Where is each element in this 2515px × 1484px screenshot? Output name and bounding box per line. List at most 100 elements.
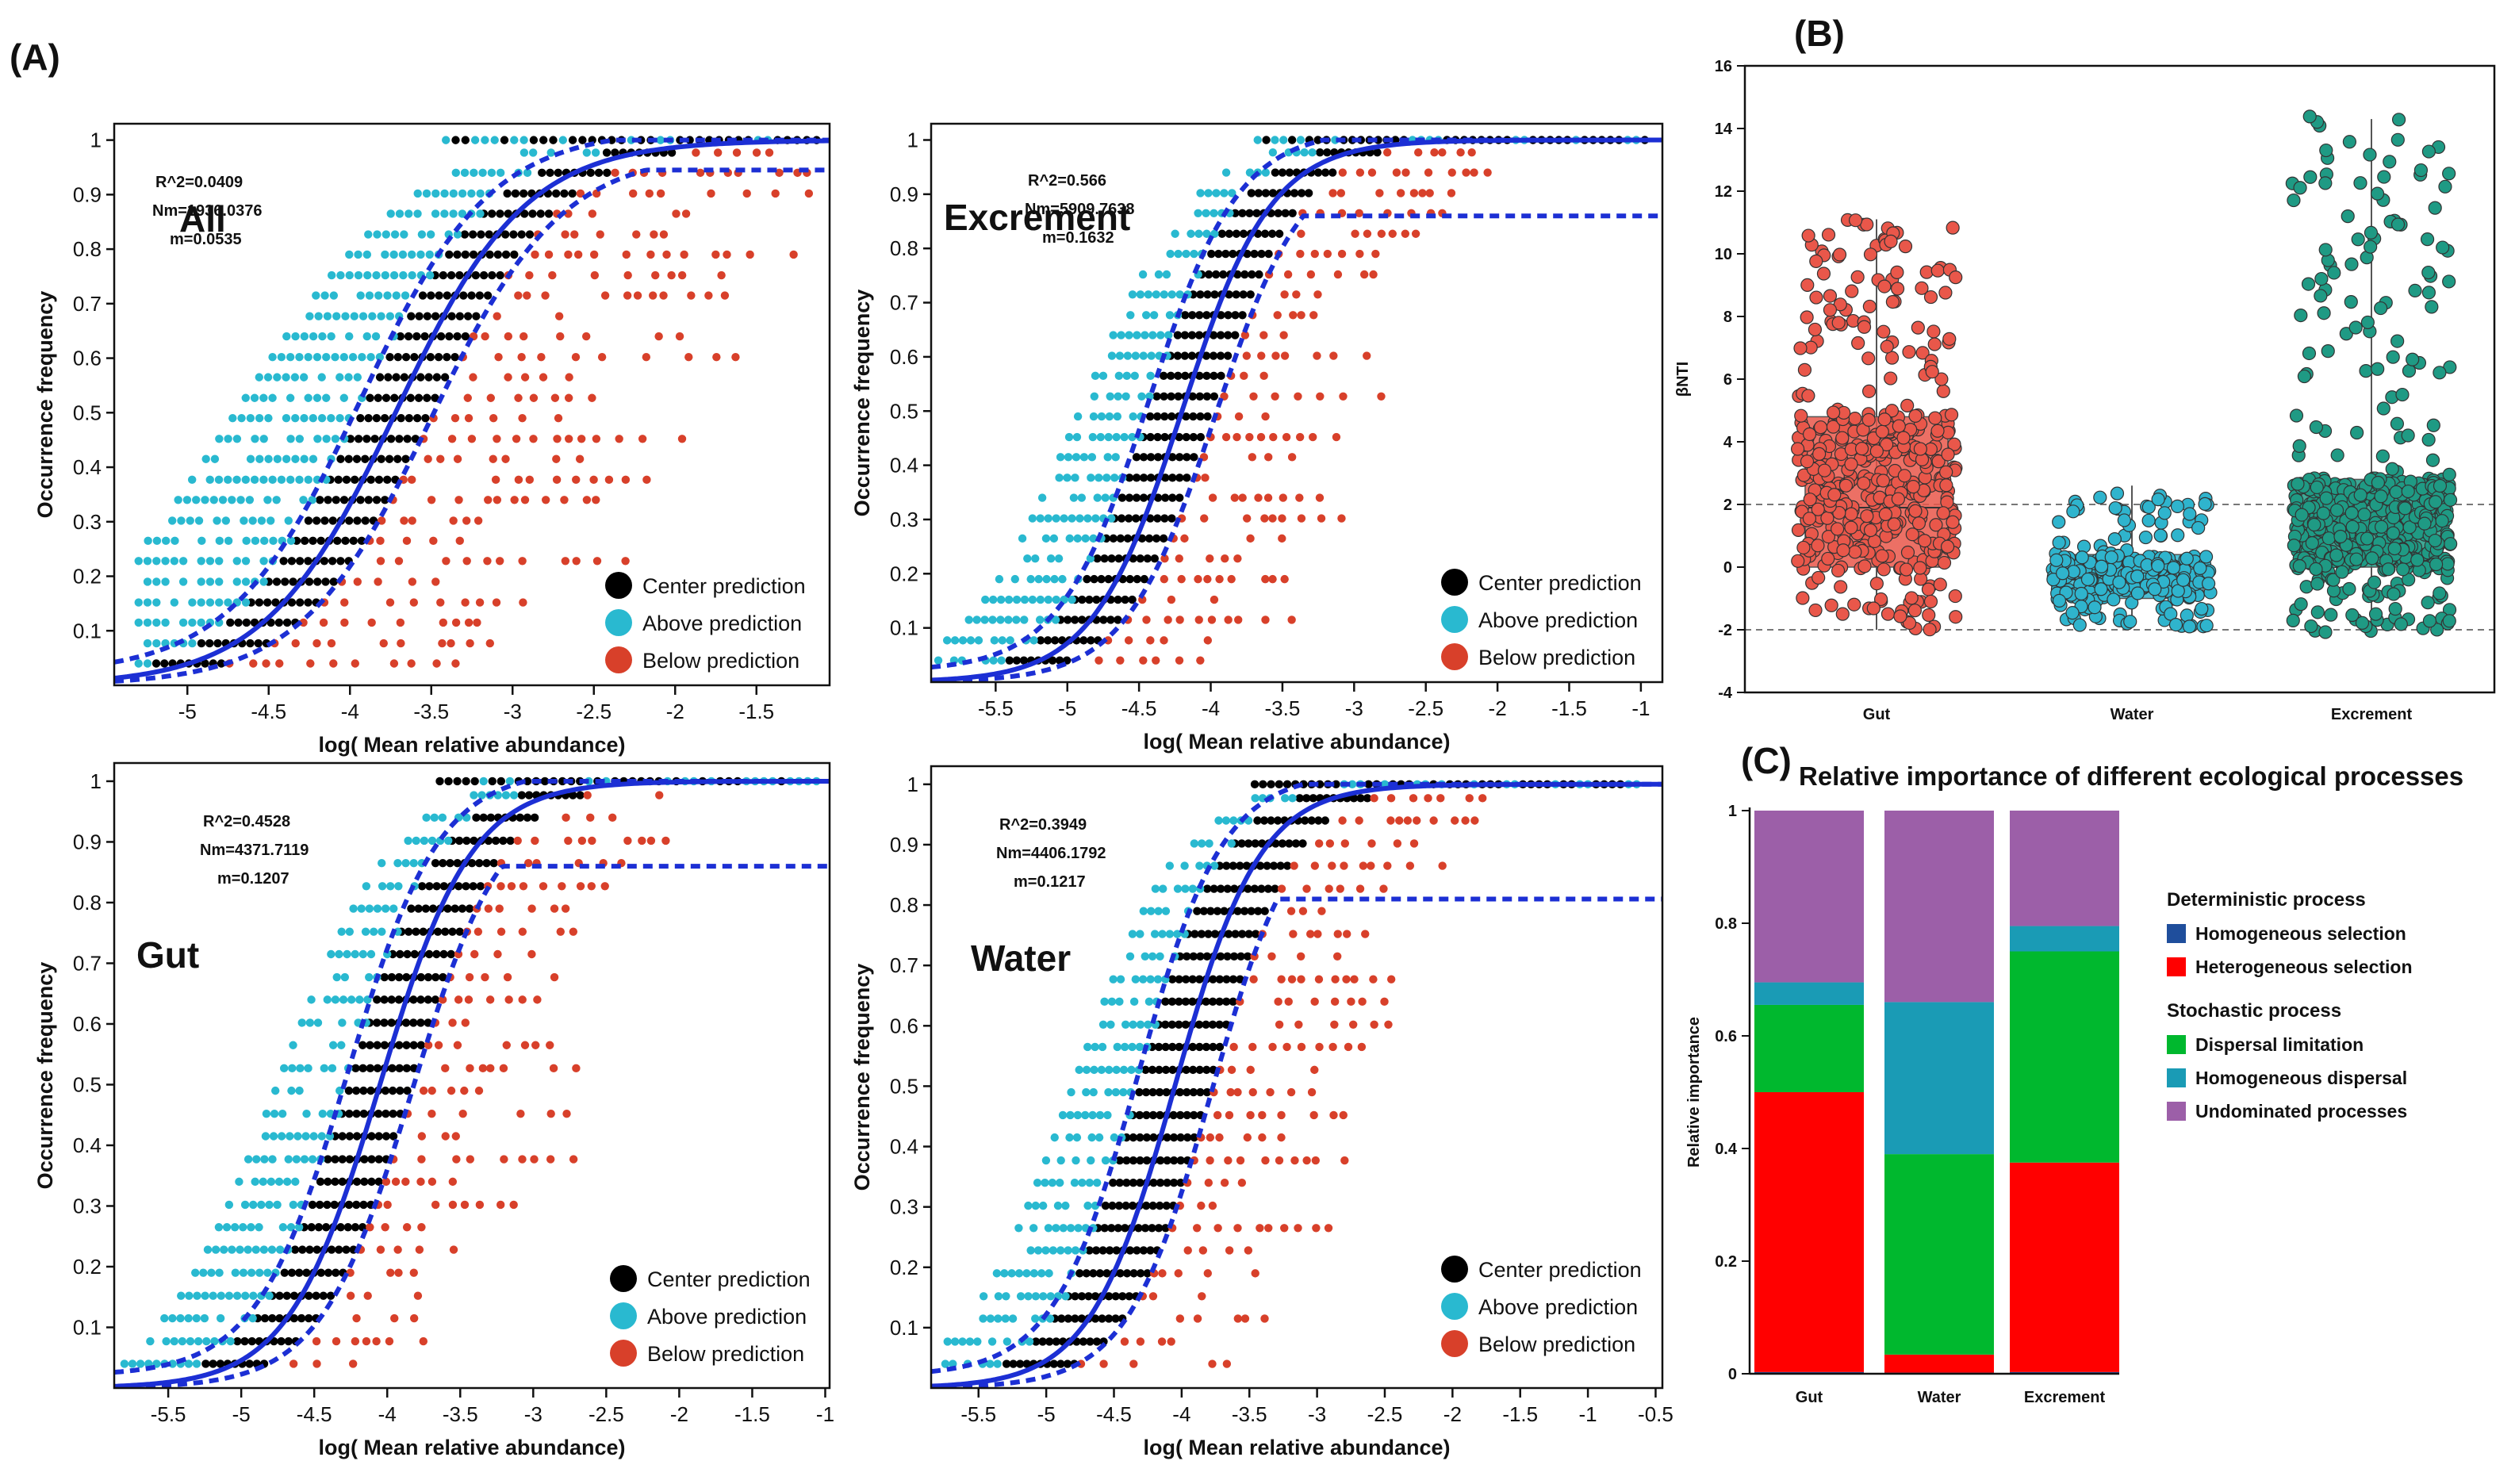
center-point	[401, 352, 411, 362]
above-point	[1196, 189, 1205, 197]
below-point	[451, 659, 460, 668]
above-point	[1064, 1246, 1072, 1255]
above-point	[430, 813, 439, 823]
above-point	[327, 332, 335, 341]
above-point	[973, 1337, 982, 1346]
below-point	[621, 475, 631, 485]
center-point	[544, 209, 554, 218]
below-point	[1286, 1087, 1296, 1097]
center-point	[450, 352, 459, 362]
above-point	[950, 636, 960, 645]
bnti-point	[2066, 504, 2080, 519]
above-point	[470, 791, 478, 800]
below-point	[372, 1336, 381, 1346]
above-point	[408, 250, 416, 259]
center-point	[367, 1155, 376, 1164]
bnti-point	[2202, 577, 2216, 591]
center-point	[1259, 780, 1267, 789]
above-point	[1051, 615, 1060, 624]
above-point	[1210, 861, 1219, 870]
center-point	[302, 1268, 311, 1277]
legend-label: Center prediction	[642, 574, 806, 598]
above-point	[275, 1245, 285, 1254]
center-point	[505, 777, 515, 786]
below-point	[1338, 816, 1347, 825]
bnti-point	[2421, 144, 2436, 159]
center-point	[1263, 884, 1273, 893]
center-point	[1078, 595, 1087, 604]
below-point	[1227, 574, 1236, 584]
center-point	[338, 1132, 347, 1141]
below-point	[1384, 1020, 1393, 1029]
center-point	[1122, 1156, 1131, 1165]
stat-r2: R^2=0.4528	[203, 813, 290, 830]
y-tick-label: 0.3	[73, 510, 102, 534]
center-point	[1129, 1133, 1138, 1142]
above-point	[1109, 331, 1118, 339]
above-point	[1048, 1179, 1057, 1187]
center-point	[1232, 290, 1240, 299]
center-point	[1125, 1246, 1134, 1255]
above-point	[986, 1359, 995, 1368]
center-point	[1238, 209, 1247, 217]
center-point	[1168, 1065, 1177, 1075]
legend-label: Homogeneous selection	[2195, 923, 2406, 944]
above-point	[417, 230, 427, 239]
below-point	[1233, 1087, 1242, 1097]
above-point	[358, 352, 366, 362]
below-point	[1167, 595, 1176, 604]
below-point	[449, 1245, 458, 1254]
center-point	[483, 291, 493, 300]
center-point	[442, 136, 450, 144]
center-point	[551, 189, 561, 198]
above-point	[353, 373, 362, 382]
above-point	[337, 1041, 346, 1049]
above-point	[1026, 574, 1035, 584]
center-point	[381, 1086, 390, 1095]
center-point	[234, 618, 243, 627]
above-point	[1054, 554, 1064, 563]
below-point	[1152, 656, 1160, 665]
below-point	[654, 332, 663, 341]
center-point	[462, 836, 471, 846]
bnti-point	[1877, 279, 1892, 293]
above-point	[1119, 1087, 1128, 1097]
center-point	[1188, 997, 1197, 1007]
above-point	[266, 1177, 276, 1187]
below-point	[1248, 453, 1257, 462]
below-point	[704, 291, 713, 300]
legend-label: Center prediction	[1478, 571, 1642, 595]
below-point	[1297, 975, 1305, 984]
center-point	[360, 1177, 369, 1187]
center-point	[1146, 432, 1155, 442]
below-point	[1238, 493, 1247, 502]
center-point	[1132, 453, 1141, 462]
center-point	[336, 454, 345, 463]
center-point	[1155, 1065, 1164, 1075]
center-point	[401, 1018, 411, 1027]
center-point	[336, 557, 345, 566]
center-point	[1100, 554, 1109, 563]
bnti-point	[1811, 502, 1825, 516]
bnti-point	[1880, 437, 1894, 452]
above-point	[1148, 952, 1157, 961]
y-tick-label: 0.7	[73, 292, 102, 316]
center-point	[213, 638, 222, 648]
stat-m: m=0.1632	[1042, 229, 1114, 247]
center-point	[1154, 1224, 1164, 1233]
center-point	[341, 536, 350, 546]
bnti-point	[2435, 514, 2449, 528]
bnti-point	[2440, 557, 2455, 571]
center-point	[1048, 656, 1057, 665]
below-point	[1377, 229, 1386, 238]
center-point	[1271, 884, 1279, 893]
center-point	[1237, 930, 1247, 938]
center-point	[1252, 930, 1260, 938]
above-point	[134, 659, 143, 668]
x-tick-label: -4.5	[251, 700, 286, 723]
bnti-point	[1905, 527, 1919, 542]
center-point	[1121, 1224, 1129, 1233]
above-point	[431, 209, 440, 218]
center-point	[255, 598, 264, 607]
center-point	[416, 995, 425, 1004]
